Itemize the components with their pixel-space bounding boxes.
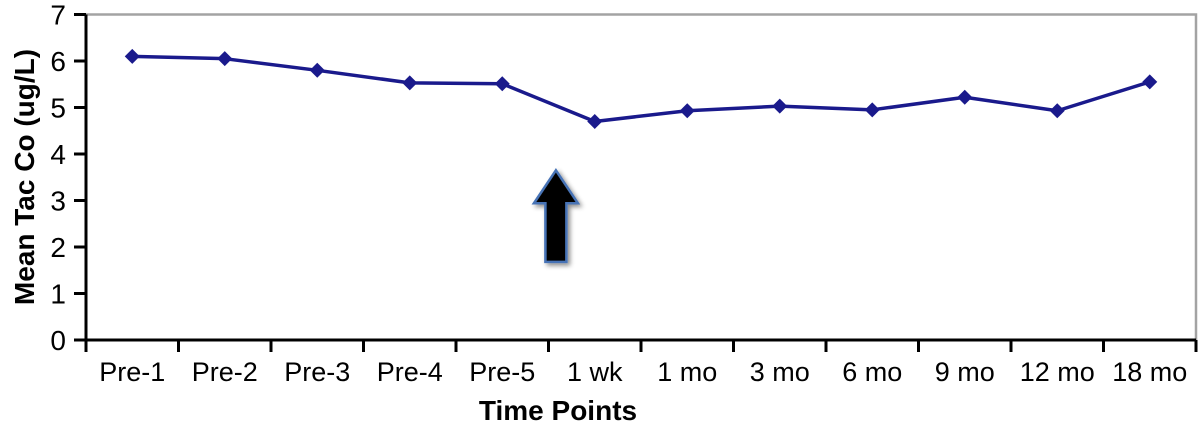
x-axis-title: Time Points — [479, 395, 637, 426]
x-tick-label-6-mo: 6 mo — [842, 357, 902, 387]
data-point-1-wk — [587, 113, 603, 129]
data-point-pre-4 — [402, 75, 418, 91]
y-axis-title: Mean Tac Co (ug/L) — [9, 49, 40, 305]
y-tick-label: 7 — [50, 0, 66, 31]
y-tick-label: 3 — [50, 186, 66, 217]
x-tick-label-1-mo: 1 mo — [657, 357, 717, 387]
x-tick-label-3-mo: 3 mo — [750, 357, 810, 387]
data-point-6-mo — [864, 102, 880, 118]
x-tick-label-pre-4: Pre-4 — [377, 357, 443, 387]
data-point-3-mo — [772, 98, 788, 114]
x-tick-label-12-mo: 12 mo — [1020, 357, 1095, 387]
conversion-up-arrow — [531, 168, 581, 264]
data-point-pre-5 — [494, 76, 510, 92]
y-tick-label: 2 — [50, 232, 66, 263]
data-line — [130, 54, 1152, 124]
data-point-9-mo — [957, 89, 973, 105]
data-point-1-mo — [679, 103, 695, 119]
y-tick-label: 0 — [50, 325, 66, 356]
x-tick-label-pre-5: Pre-5 — [469, 357, 535, 387]
x-tick-label-1-wk: 1 wk — [567, 357, 623, 387]
data-point-pre-3 — [309, 62, 325, 78]
y-tick-label: 5 — [50, 93, 66, 124]
y-tick-label: 6 — [50, 46, 66, 77]
x-tick-label-pre-2: Pre-2 — [192, 357, 258, 387]
data-point-pre-1 — [124, 48, 140, 64]
x-tick-label-9-mo: 9 mo — [935, 357, 995, 387]
data-point-18-mo — [1142, 74, 1158, 90]
y-tick-label: 4 — [50, 139, 66, 170]
x-tick-label-18-mo: 18 mo — [1112, 357, 1187, 387]
data-point-12-mo — [1049, 103, 1065, 119]
x-tick-label-pre-1: Pre-1 — [99, 357, 165, 387]
plot-layer: 0 1 2 3 4 5 6 7 Pre-1 Pre-2 Pre-3 Pre-4 Pre-5 1 wk 1 m… — [50, 0, 1198, 387]
data-point-pre-2 — [217, 51, 233, 67]
x-tick-label-pre-3: Pre-3 — [284, 357, 350, 387]
y-tick-label: 1 — [50, 279, 66, 310]
